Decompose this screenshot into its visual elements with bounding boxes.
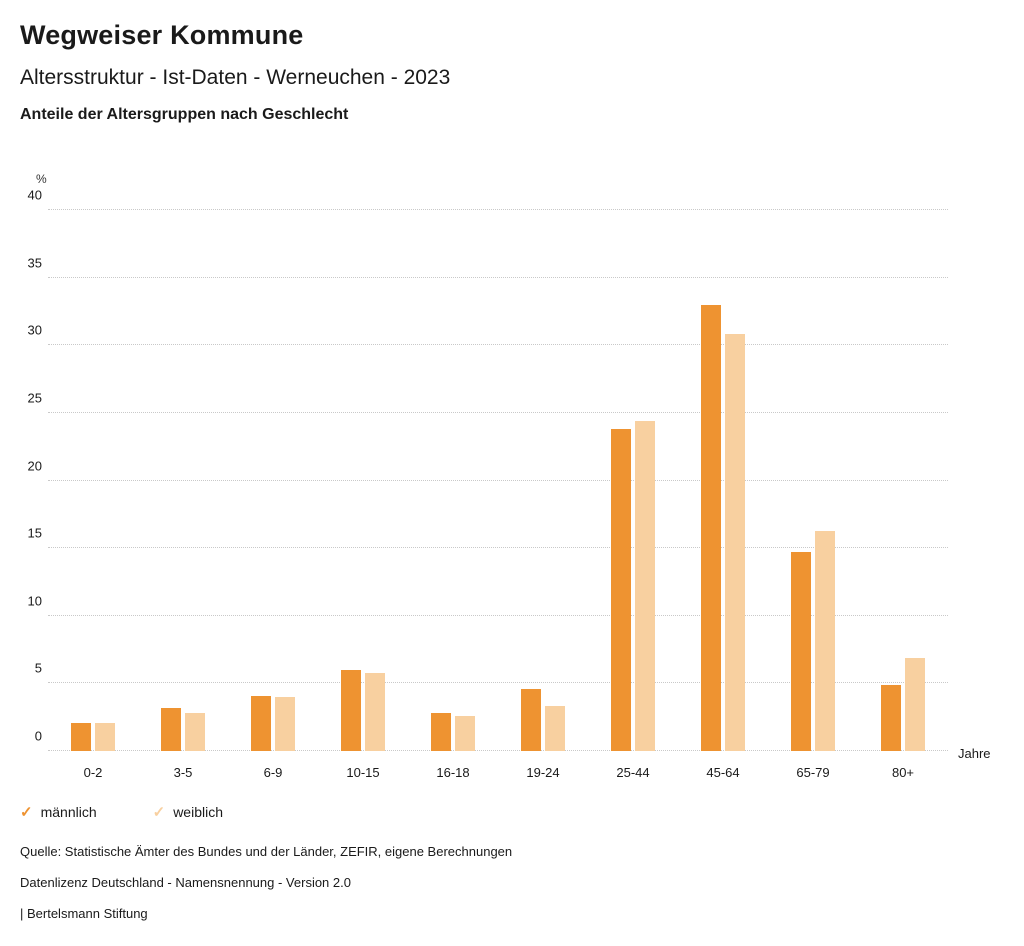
- bar-weiblich-19-24: [545, 706, 565, 751]
- bar-männlich-10-15: [341, 669, 361, 751]
- bar-group-6-9: [228, 210, 318, 751]
- bar-weiblich-25-44: [635, 421, 655, 751]
- chart-legend: ✓ männlich ✓ weiblich: [20, 803, 223, 821]
- y-tick-label-30: 30: [27, 322, 42, 338]
- bar-group-16-18: [408, 210, 498, 751]
- source-note: Quelle: Statistische Ämter des Bundes un…: [20, 844, 513, 859]
- x-tick-label-3-5: 3-5: [173, 765, 193, 780]
- chart-subtitle: Anteile der Altersgruppen nach Geschlech…: [20, 106, 349, 123]
- x-axis-unit-label: Jahre: [958, 746, 991, 761]
- bar-weiblich-80+: [905, 657, 925, 751]
- license-note: Datenlizenz Deutschland - Namensnennung …: [20, 875, 351, 890]
- bar-group-65-79: [768, 210, 858, 751]
- x-tick-label-80+: 80+: [891, 765, 915, 780]
- page-title: Wegweiser Kommune: [20, 20, 304, 50]
- bar-weiblich-65-79: [815, 530, 835, 751]
- x-tick-label-6-9: 6-9: [263, 765, 283, 780]
- legend-item-männlich[interactable]: ✓ männlich: [20, 803, 97, 821]
- bar-männlich-16-18: [431, 713, 451, 751]
- y-tick-label-0: 0: [34, 728, 42, 744]
- bar-group-10-15: [318, 210, 408, 751]
- bar-group-45-64: [678, 210, 768, 751]
- bar-männlich-0-2: [71, 722, 91, 751]
- x-tick-label-45-64: 45-64: [706, 765, 740, 780]
- bar-weiblich-16-18: [455, 715, 475, 751]
- bar-weiblich-0-2: [95, 722, 115, 751]
- gridline-10: [48, 614, 948, 616]
- legend-check-icon: ✓: [20, 804, 33, 821]
- legend-item-weiblich[interactable]: ✓ weiblich: [153, 803, 223, 821]
- chart-title: Altersstruktur - Ist-Daten - Werneuchen …: [20, 66, 451, 89]
- y-tick-label-15: 15: [27, 525, 42, 541]
- y-tick-label-25: 25: [27, 390, 42, 406]
- y-tick-label-10: 10: [27, 593, 42, 609]
- gridline-5: [48, 682, 948, 684]
- x-tick-label-16-18: 16-18: [436, 765, 470, 780]
- bar-weiblich-3-5: [185, 713, 205, 751]
- gridline-25: [48, 411, 948, 413]
- legend-check-icon: ✓: [152, 804, 166, 821]
- bar-männlich-19-24: [521, 688, 541, 751]
- bar-männlich-6-9: [251, 695, 271, 751]
- bar-groups: [48, 210, 948, 751]
- bar-männlich-80+: [881, 684, 901, 751]
- x-tick-label-0-2: 0-2: [83, 765, 103, 780]
- plot-area: 0 5 10 15 20 25 30 35 40: [28, 188, 948, 751]
- bar-männlich-25-44: [611, 429, 631, 751]
- y-axis-unit-label: %: [36, 172, 47, 186]
- x-tick-label-19-24: 19-24: [526, 765, 560, 780]
- legend-item-label: männlich: [40, 804, 97, 820]
- bar-group-80+: [858, 210, 948, 751]
- bar-männlich-65-79: [791, 552, 811, 751]
- bar-group-19-24: [498, 210, 588, 751]
- y-tick-label-5: 5: [34, 660, 42, 676]
- gridline-0: [48, 750, 948, 751]
- gridline-30: [48, 344, 948, 346]
- bar-group-25-44: [588, 210, 678, 751]
- bar-weiblich-10-15: [365, 672, 385, 751]
- x-tick-label-25-44: 25-44: [616, 765, 650, 780]
- attribution-note: | Bertelsmann Stiftung: [20, 906, 148, 921]
- bar-männlich-45-64: [701, 304, 721, 751]
- y-tick-label-35: 35: [27, 255, 42, 271]
- bar-männlich-3-5: [161, 707, 181, 751]
- gridline-20: [48, 479, 948, 481]
- x-tick-label-65-79: 65-79: [796, 765, 830, 780]
- bar-group-0-2: [48, 210, 138, 751]
- bar-group-3-5: [138, 210, 228, 751]
- y-tick-label-20: 20: [27, 458, 42, 473]
- legend-item-label: weiblich: [173, 804, 223, 820]
- x-tick-label-10-15: 10-15: [346, 765, 380, 780]
- bar-weiblich-6-9: [275, 696, 295, 751]
- gridline-35: [48, 276, 948, 278]
- x-axis-tick-labels: 0-2 3-5 6-9 10-15 16-18 19-24 25-44 45-64 65-79 8…: [48, 765, 948, 780]
- gridline-40: [48, 209, 948, 210]
- y-tick-label-40: 40: [27, 187, 42, 203]
- gridline-15: [48, 547, 948, 549]
- bar-weiblich-45-64: [725, 334, 745, 751]
